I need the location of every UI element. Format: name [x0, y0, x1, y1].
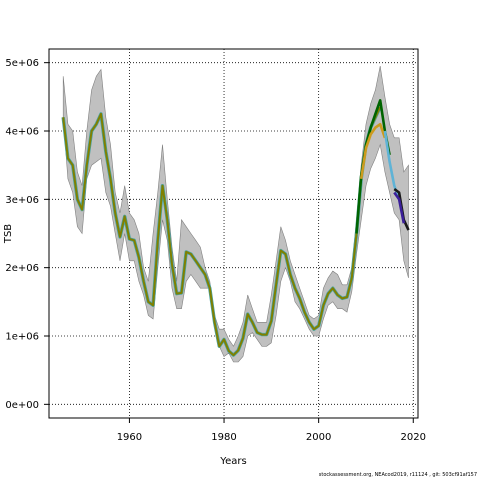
y-axis-title: TSB: [3, 224, 14, 244]
y-tick-label: 1e+06: [5, 332, 39, 343]
y-tick-label: 0e+00: [5, 400, 39, 411]
x-axis: 1960 1980 2000 2020: [117, 418, 426, 443]
y-axis: 0e+00 1e+06 2e+06 3e+06 4e+06 5e+06: [5, 58, 49, 411]
series-line-main-underlay: [61, 106, 382, 357]
series-layer: [61, 99, 410, 357]
x-tick-label: 2020: [401, 432, 426, 443]
x-axis-title: Years: [219, 456, 246, 467]
y-tick-label: 5e+06: [5, 58, 39, 69]
plot-frame: [48, 48, 419, 419]
y-tick-label: 4e+06: [5, 127, 39, 138]
series-line-run_2015: [359, 122, 387, 180]
x-tick-label: 1960: [117, 432, 142, 443]
series-line-run_2016: [383, 130, 401, 200]
confidence-band: [62, 66, 409, 363]
x-tick-label: 2000: [306, 432, 331, 443]
series-line-run_2019: [393, 191, 406, 224]
series-line-main: [62, 106, 382, 357]
y-tick-label: 2e+06: [5, 263, 39, 274]
y-tick-label: 3e+06: [5, 195, 39, 206]
confidence-band-layer: [62, 66, 409, 363]
x-tick-label: 1980: [211, 432, 236, 443]
footer-credit: stockassessment.org, NEAcod2019, r11124 …: [318, 472, 477, 478]
